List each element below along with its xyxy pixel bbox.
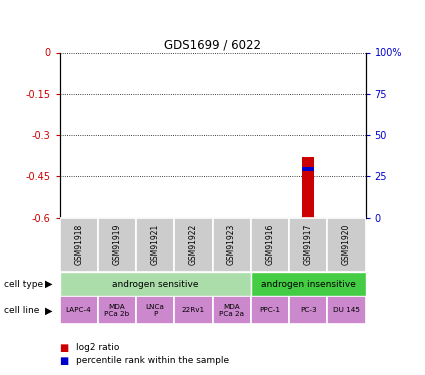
Bar	[289, 217, 327, 272]
Text: GSM91917: GSM91917	[303, 224, 313, 266]
Text: GSM91918: GSM91918	[74, 224, 83, 265]
Text: GSM91922: GSM91922	[189, 224, 198, 265]
Bar	[174, 217, 212, 272]
Bar	[251, 217, 289, 272]
Text: ■: ■	[60, 356, 69, 366]
Text: ▶: ▶	[45, 279, 52, 289]
Text: MDA
PCa 2b: MDA PCa 2b	[104, 304, 130, 317]
Text: GSM91916: GSM91916	[265, 224, 275, 266]
Bar	[289, 296, 327, 324]
Bar	[251, 272, 366, 296]
Text: DU 145: DU 145	[333, 308, 360, 314]
Text: androgen insensitive: androgen insensitive	[261, 280, 356, 289]
Text: cell line: cell line	[4, 306, 40, 315]
Bar	[60, 272, 251, 296]
Bar	[136, 217, 174, 272]
Text: LNCa
P: LNCa P	[146, 304, 164, 317]
Bar	[212, 296, 251, 324]
Text: log2 ratio: log2 ratio	[76, 344, 119, 352]
Text: PC-3: PC-3	[300, 308, 317, 314]
Bar	[136, 296, 174, 324]
Text: percentile rank within the sample: percentile rank within the sample	[76, 356, 229, 365]
Bar	[327, 296, 366, 324]
Bar	[60, 217, 98, 272]
Bar	[60, 296, 98, 324]
Bar	[327, 217, 366, 272]
Text: ▶: ▶	[45, 305, 52, 315]
Bar	[251, 296, 289, 324]
Text: PPC-1: PPC-1	[259, 308, 280, 314]
Text: cell type: cell type	[4, 280, 43, 289]
Text: ■: ■	[60, 343, 69, 353]
Text: GSM91921: GSM91921	[150, 224, 160, 265]
Text: androgen sensitive: androgen sensitive	[112, 280, 198, 289]
Text: GSM91919: GSM91919	[112, 224, 122, 266]
Bar	[212, 217, 251, 272]
Text: 22Rv1: 22Rv1	[182, 308, 205, 314]
Bar	[302, 167, 314, 171]
Text: GSM91920: GSM91920	[342, 224, 351, 266]
Text: GSM91923: GSM91923	[227, 224, 236, 266]
Title: GDS1699 / 6022: GDS1699 / 6022	[164, 38, 261, 51]
Bar	[98, 296, 136, 324]
Text: MDA
PCa 2a: MDA PCa 2a	[219, 304, 244, 317]
Text: LAPC-4: LAPC-4	[66, 308, 91, 314]
Bar	[302, 157, 314, 218]
Bar	[174, 296, 212, 324]
Bar	[98, 217, 136, 272]
